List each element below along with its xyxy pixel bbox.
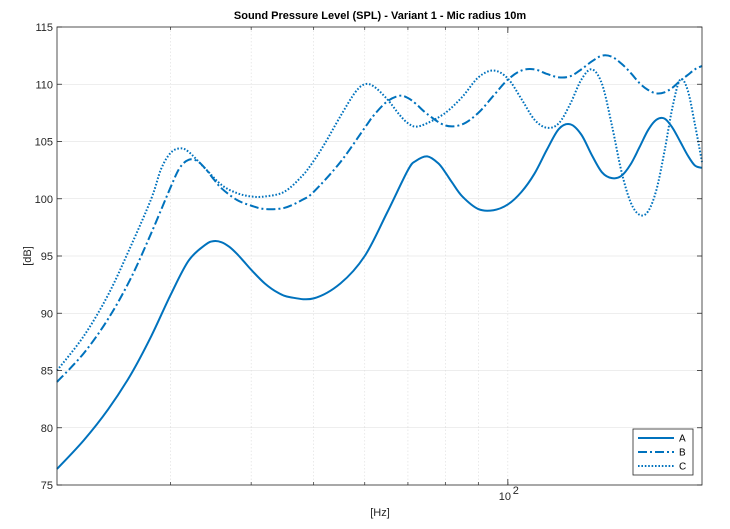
legend-label-a: A <box>679 434 686 445</box>
x-axis-label: [Hz] <box>370 507 390 519</box>
series-group <box>56 54 703 470</box>
y-axis-label: [dB] <box>22 246 34 266</box>
y-tick-label: 95 <box>41 251 53 263</box>
y-axis: 75 80 85 90 95 100 105 110 115 <box>35 22 702 492</box>
x-tick-label: 10 <box>499 491 511 503</box>
y-tick-label: 110 <box>35 79 53 91</box>
y-tick-label: 115 <box>35 22 53 34</box>
legend-label-b: B <box>679 448 686 459</box>
series-line-c <box>56 68 703 372</box>
chart-title: Sound Pressure Level (SPL) - Variant 1 -… <box>234 10 526 22</box>
y-tick-label: 100 <box>35 194 53 206</box>
legend-label-c: C <box>679 462 686 473</box>
y-tick-label: 90 <box>41 308 53 320</box>
y-tick-label: 85 <box>41 366 53 378</box>
x-tick-label-exponent: 2 <box>513 485 519 497</box>
series-line-a <box>56 116 703 470</box>
y-tick-label: 105 <box>35 137 53 149</box>
y-tick-label: 80 <box>41 423 53 435</box>
legend: ABC <box>632 428 694 476</box>
x-axis: 10 2 <box>170 27 519 503</box>
y-tick-label: 75 <box>41 480 53 492</box>
